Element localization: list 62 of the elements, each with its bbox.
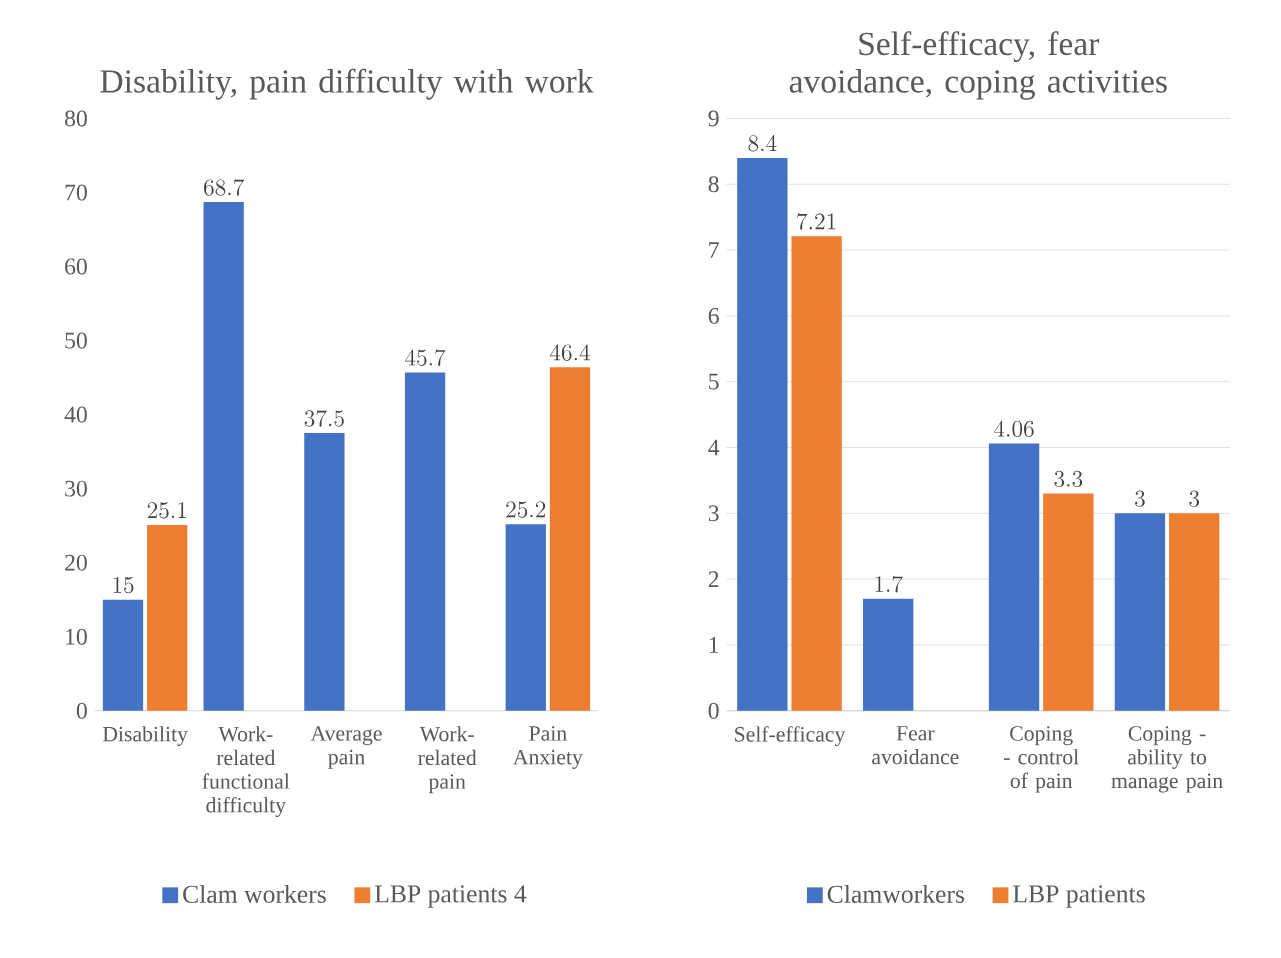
- y-tick-label: 7: [709, 242, 719, 259]
- data-label: 4.06: [994, 420, 1034, 438]
- legend-label: LBP patients: [1013, 885, 1145, 908]
- y-tick-label: 80: [65, 110, 87, 127]
- data-label: 25.2: [506, 501, 546, 518]
- x-tick-label: Coping - ability to manage pain: [1111, 726, 1223, 793]
- y-tick-label: 1: [709, 637, 719, 653]
- data-label: 1 .7: [875, 576, 903, 593]
- bar: [505, 524, 546, 711]
- bar: [737, 158, 788, 711]
- y-tick-label: 50: [65, 332, 87, 349]
- y-tick-label: 8: [708, 176, 719, 193]
- bar: [102, 599, 144, 711]
- x-tick-label: Work-related functional difficulty: [202, 726, 290, 818]
- legend-label: LBP patients 4: [374, 885, 527, 908]
- legend-label: Clam workers: [183, 885, 326, 904]
- x-tick-label: Disability: [102, 726, 188, 747]
- bar: [1114, 513, 1166, 711]
- data-label: 37.5: [304, 410, 344, 427]
- y-tick-label: 2: [708, 571, 719, 588]
- data-label: 8.4: [748, 135, 777, 152]
- y-tick-label: 10: [66, 628, 87, 645]
- y-tick-label: 9: [708, 110, 719, 127]
- y-tick-label: 20: [65, 554, 87, 571]
- bar: [147, 525, 188, 711]
- data-label: 45.7: [405, 349, 446, 367]
- y-tick-label: 0: [76, 702, 87, 719]
- y-tick-label: 6: [708, 308, 719, 325]
- bar: [304, 433, 345, 711]
- chart-title: Self-efficacy, fear avoidance, coping activities: [789, 31, 1167, 100]
- bar: [1169, 513, 1220, 711]
- data-label: 7.21: [797, 213, 836, 231]
- legend-label: Clamworkers: [827, 885, 965, 904]
- x-tick-label: Coping - control of pain: [1004, 726, 1079, 793]
- y-tick-label: 30: [65, 480, 87, 497]
- x-tick-label: Work-related pain: [418, 726, 477, 794]
- x-tick-label: Average pain: [310, 726, 382, 770]
- y-tick-label: 0: [708, 702, 719, 719]
- y-tick-label: 4: [708, 439, 720, 456]
- data-label: 15: [113, 577, 134, 594]
- y-tick-label: 3: [708, 505, 719, 522]
- y-tick-label: 40: [64, 406, 87, 423]
- bar: [203, 202, 244, 711]
- data-label: 46.4: [550, 344, 590, 361]
- data-label: 3: [1189, 490, 1200, 508]
- y-tick-label: 70: [65, 184, 87, 201]
- data-label: 3.3: [1054, 471, 1083, 488]
- x-tick-label: Self-efficacy: [735, 726, 846, 747]
- bar: [791, 236, 842, 711]
- x-tick-label: Pain Anxiety: [513, 726, 583, 770]
- bar: [863, 599, 914, 711]
- x-tick-label: Fear avoidance: [872, 726, 959, 765]
- bar: [988, 443, 1040, 711]
- y-tick-label: 5: [709, 374, 719, 390]
- bar: [549, 367, 591, 711]
- chart-title: Disability, pain difficulty with work: [100, 69, 594, 100]
- bar: [404, 372, 446, 711]
- bar: [1043, 493, 1094, 711]
- data-label: 68.7: [204, 179, 244, 196]
- y-tick-label: 60: [65, 258, 87, 275]
- data-label: 3: [1135, 490, 1145, 508]
- data-label: 25. 1: [147, 502, 186, 519]
